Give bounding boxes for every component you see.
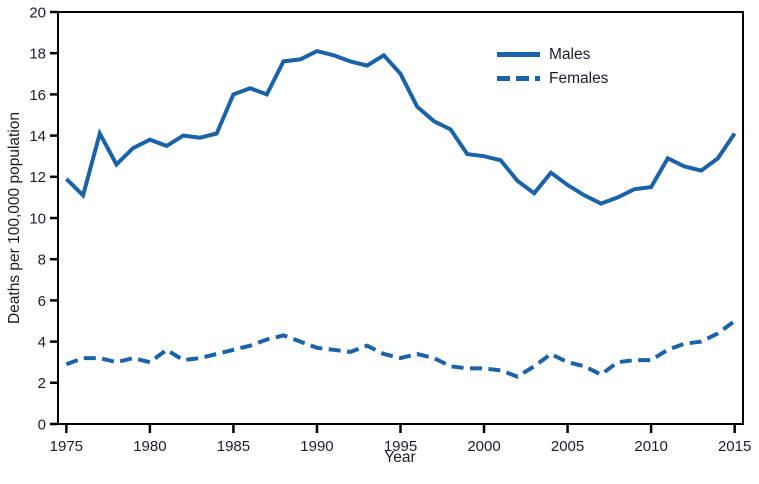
x-tick-label: 2000 [467,438,500,455]
y-axis-title: Deaths per 100,000 population [6,112,23,324]
plot-box [57,11,744,425]
y-tick-label: 20 [29,4,46,21]
males-solid-line-icon [497,52,540,58]
x-tick-label: 2005 [551,438,584,455]
x-tick-label: 2015 [718,438,751,455]
males-line [64,48,737,206]
y-tick-label: 14 [29,128,46,145]
females-dashed-line-icon [497,75,540,81]
y-tick-label: 4 [38,334,46,351]
x-tick-label: 2010 [634,438,667,455]
x-tick-label: 1985 [217,438,250,455]
legend: Males Females [497,47,608,86]
legend-item-males: Males [497,47,608,63]
x-tick-label: 1990 [300,438,333,455]
x-tick-label: 1975 [50,438,83,455]
y-tick-label: 2 [38,375,46,392]
x-tick-label: 1995 [384,438,417,455]
legend-label-males: Males [549,46,591,63]
y-tick-label: 6 [38,293,46,310]
y-tick-label: 8 [38,252,46,269]
legend-item-females: Females [497,69,609,87]
y-tick-label: 0 [38,416,46,433]
y-tick-label: 10 [29,210,46,227]
females-line [65,319,736,379]
y-tick-label: 12 [29,169,46,186]
y-tick-label: 18 [29,46,46,63]
x-axis-title: Year [384,449,416,466]
y-tick-label: 16 [29,87,46,104]
legend-label-females: Females [549,69,609,87]
x-tick-label: 1980 [133,438,166,455]
